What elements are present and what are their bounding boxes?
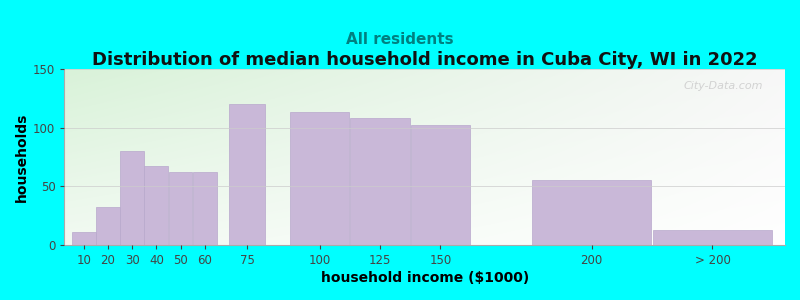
Text: City-Data.com: City-Data.com	[684, 81, 763, 91]
X-axis label: household income ($1000): household income ($1000)	[321, 271, 529, 285]
Bar	[230, 104, 265, 245]
Bar	[72, 232, 96, 245]
Bar	[411, 125, 470, 245]
Y-axis label: households: households	[15, 112, 29, 202]
Bar	[169, 172, 192, 245]
Bar	[193, 172, 217, 245]
Text: All residents: All residents	[346, 32, 454, 46]
Bar	[350, 118, 410, 245]
Bar	[145, 166, 168, 245]
Bar	[120, 151, 144, 245]
Title: Distribution of median household income in Cuba City, WI in 2022: Distribution of median household income …	[92, 51, 758, 69]
Bar	[96, 207, 120, 245]
Bar	[290, 112, 349, 245]
Bar	[654, 230, 772, 245]
Bar	[532, 180, 651, 245]
